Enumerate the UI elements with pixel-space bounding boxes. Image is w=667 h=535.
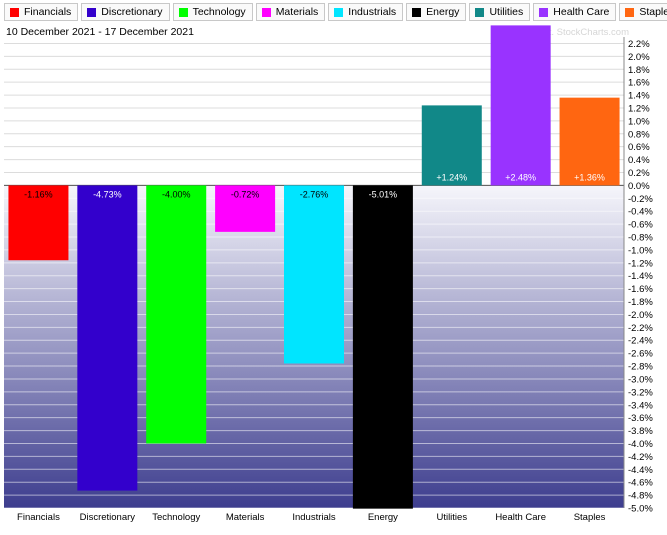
y-tick-label: -4.6% bbox=[628, 478, 653, 489]
bar-data-label: +1.36% bbox=[574, 172, 605, 182]
x-category-label: Discretionary bbox=[80, 512, 136, 523]
legend-label: Financials bbox=[24, 6, 72, 18]
y-tick-label: -5.0% bbox=[628, 504, 653, 515]
x-category-label: Materials bbox=[226, 512, 265, 523]
y-tick-label: -1.2% bbox=[628, 258, 653, 269]
y-tick-label: -1.6% bbox=[628, 284, 653, 295]
y-tick-label: -4.2% bbox=[628, 452, 653, 463]
legend-item-utilities[interactable]: Utilities bbox=[469, 3, 531, 21]
legend-swatch bbox=[334, 7, 344, 17]
legend-swatch bbox=[475, 7, 485, 17]
y-tick-label: 1.2% bbox=[628, 103, 650, 114]
bar-data-label: -1.16% bbox=[24, 189, 53, 199]
bar-energy bbox=[352, 185, 413, 509]
y-tick-label: 1.8% bbox=[628, 65, 650, 76]
legend-swatch bbox=[539, 7, 549, 17]
y-tick-label: 2.0% bbox=[628, 52, 650, 63]
legend-label: Discretionary bbox=[101, 6, 163, 18]
bar-discretionary bbox=[77, 185, 138, 491]
bar-industrials bbox=[284, 185, 344, 364]
legend-swatch bbox=[10, 7, 19, 17]
legend-item-materials[interactable]: Materials bbox=[255, 3, 326, 21]
y-tick-label: -4.8% bbox=[628, 491, 653, 502]
y-tick-label: -1.8% bbox=[628, 297, 653, 308]
legend-swatch bbox=[625, 7, 635, 17]
y-tick-label: -3.4% bbox=[628, 400, 653, 411]
legend-label: Staples bbox=[639, 6, 667, 18]
y-tick-label: -4.0% bbox=[628, 439, 653, 450]
legend-item-technology[interactable]: Technology bbox=[172, 3, 253, 21]
y-tick-label: -2.4% bbox=[628, 336, 653, 347]
x-category-label: Financials bbox=[17, 512, 60, 523]
legend: Financials Discretionary Technology Materia… bbox=[4, 3, 667, 23]
y-tick-label: -2.8% bbox=[628, 362, 653, 373]
y-tick-label: -1.0% bbox=[628, 245, 653, 256]
y-tick-label: -0.2% bbox=[628, 194, 653, 205]
legend-label: Utilities bbox=[489, 6, 524, 18]
y-tick-label: -1.4% bbox=[628, 271, 653, 282]
legend-swatch bbox=[178, 7, 188, 17]
y-tick-label: -3.0% bbox=[628, 374, 653, 385]
legend-item-staples[interactable]: Staples bbox=[619, 3, 667, 21]
bar-data-label: +2.48% bbox=[505, 172, 536, 182]
y-tick-label: 2.2% bbox=[628, 39, 650, 50]
bar-financials bbox=[8, 185, 69, 261]
legend-label: Health Care bbox=[553, 6, 610, 18]
legend-label: Industrials bbox=[348, 6, 397, 18]
bar-data-label: -0.72% bbox=[231, 189, 260, 199]
bar-health-care bbox=[490, 25, 551, 186]
bar-data-label: +1.24% bbox=[436, 172, 467, 182]
legend-swatch bbox=[412, 7, 422, 17]
bar-materials bbox=[215, 185, 276, 232]
y-tick-label: 0.2% bbox=[628, 168, 650, 179]
bar-data-label: -2.76% bbox=[300, 189, 329, 199]
x-category-label: Utilities bbox=[436, 512, 467, 523]
copyright-text: Copyright. StockCharts.com bbox=[510, 27, 629, 38]
bar-utilities bbox=[421, 105, 482, 186]
y-tick-label: -2.2% bbox=[628, 323, 653, 334]
y-tick-label: 0.0% bbox=[628, 181, 650, 192]
legend-label: Energy bbox=[426, 6, 460, 18]
y-tick-label: 1.6% bbox=[628, 78, 650, 89]
y-tick-label: -2.6% bbox=[628, 349, 653, 360]
y-tick-label: 0.8% bbox=[628, 129, 650, 140]
y-tick-label: -0.8% bbox=[628, 233, 653, 244]
y-tick-label: -2.0% bbox=[628, 310, 653, 321]
y-tick-label: 1.0% bbox=[628, 116, 650, 127]
legend-item-discretionary[interactable]: Discretionary bbox=[81, 3, 170, 21]
y-tick-label: -0.6% bbox=[628, 220, 653, 231]
x-category-label: Industrials bbox=[292, 512, 336, 523]
bar-data-label: -4.00% bbox=[162, 189, 191, 199]
legend-item-financials[interactable]: Financials bbox=[4, 3, 79, 21]
y-tick-label: -4.4% bbox=[628, 465, 653, 476]
legend-swatch bbox=[87, 7, 97, 17]
legend-item-energy[interactable]: Energy bbox=[406, 3, 467, 21]
bar-technology bbox=[146, 185, 207, 444]
legend-label: Materials bbox=[275, 6, 319, 18]
y-tick-label: 0.4% bbox=[628, 155, 650, 166]
bar-data-label: -4.73% bbox=[93, 189, 122, 199]
y-tick-label: -3.8% bbox=[628, 426, 653, 437]
bar-data-label: -5.01% bbox=[369, 189, 398, 199]
x-category-label: Staples bbox=[574, 512, 606, 523]
x-category-label: Technology bbox=[152, 512, 200, 523]
y-tick-label: -3.6% bbox=[628, 413, 653, 424]
bar-staples bbox=[559, 97, 620, 186]
date-range: 10 December 2021 - 17 December 2021 bbox=[6, 26, 194, 38]
legend-label: Technology bbox=[192, 6, 246, 18]
y-tick-label: -3.2% bbox=[628, 387, 653, 398]
x-category-label: Health Care bbox=[495, 512, 546, 523]
x-category-label: Energy bbox=[368, 512, 398, 523]
legend-item-health-care[interactable]: Health Care bbox=[533, 3, 617, 21]
legend-item-industrials[interactable]: Industrials bbox=[328, 3, 404, 21]
y-tick-label: 0.6% bbox=[628, 142, 650, 153]
y-tick-label: 1.4% bbox=[628, 91, 650, 102]
y-tick-label: -0.4% bbox=[628, 207, 653, 218]
legend-swatch bbox=[261, 7, 271, 17]
